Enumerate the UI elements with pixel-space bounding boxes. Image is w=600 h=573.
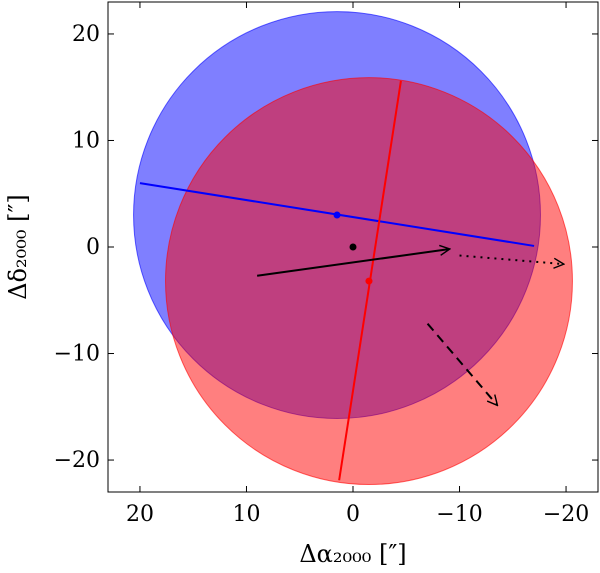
x-tick-label: −20 [543, 502, 589, 527]
data-point-2 [365, 277, 373, 285]
axis-ticks: 20 10 0 −10 −20 −20 −10 0 10 20 [54, 2, 598, 527]
motion-arrow-solid [256, 249, 449, 277]
x-tick-label: 10 [232, 502, 260, 527]
y-tick-label: 10 [72, 128, 100, 153]
y-tick-label: −10 [54, 342, 100, 367]
x-tick-label: −10 [436, 502, 482, 527]
x-tick-label: 0 [346, 502, 360, 527]
motion-arrow-dashed [426, 323, 497, 405]
y-axis-title: Δδ₂₀₀₀ [″] [4, 194, 32, 300]
y-tick-label: 20 [72, 22, 100, 47]
plot-area [133, 11, 573, 486]
data-point-1 [333, 211, 341, 219]
x-axis-title: Δα₂₀₀₀ [″] [299, 540, 406, 568]
data-point-3 [349, 243, 357, 251]
y-tick-label: 0 [86, 235, 100, 260]
y-tick-label: −20 [54, 448, 100, 473]
x-tick-label: 20 [126, 502, 154, 527]
